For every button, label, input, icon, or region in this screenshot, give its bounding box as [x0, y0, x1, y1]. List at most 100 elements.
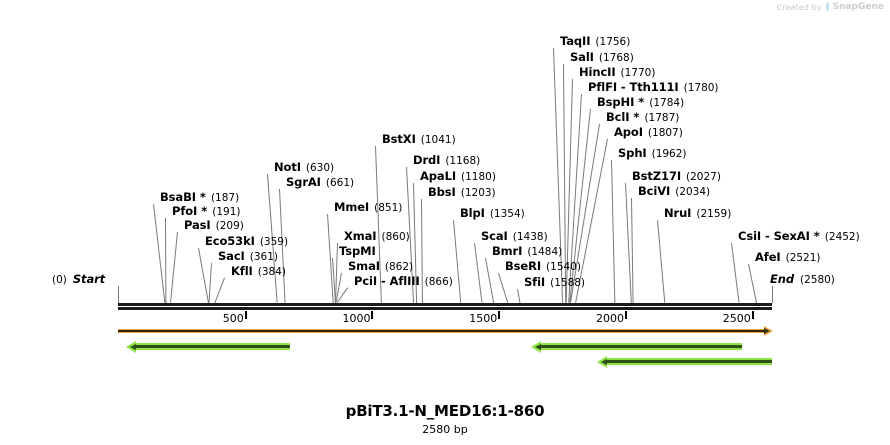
- enzyme-position: (1756): [595, 36, 631, 48]
- enzyme-position: (862): [384, 261, 414, 273]
- enzyme-label-bstz17i[interactable]: BstZ17I (2027): [632, 169, 721, 183]
- enzyme-label-pcii-afliii[interactable]: PciI - AflIII (866): [354, 274, 453, 288]
- end-label: End: [770, 272, 794, 286]
- start-terminus-label[interactable]: (0) Start: [52, 273, 105, 286]
- enzyme-label-sfii[interactable]: SfiI (1588): [524, 276, 585, 289]
- enzyme-name: ScaI: [481, 229, 508, 243]
- enzyme-name: PflFI - Tth111I: [588, 80, 679, 94]
- enzyme-label-sphi[interactable]: SphI (1962): [618, 146, 687, 160]
- enzyme-label-tspmi[interactable]: TspMI: [339, 245, 376, 257]
- watermark-created-label: Created by: [776, 2, 822, 12]
- enzyme-position: (1041): [420, 134, 456, 146]
- enzyme-position: (1787): [644, 112, 680, 124]
- enzyme-label-bsphi[interactable]: BspHI * (1784): [597, 96, 684, 109]
- green-feature-core: [607, 360, 772, 363]
- enzyme-label-csii-sexai[interactable]: CsiI - SexAI * (2452): [738, 229, 860, 243]
- enzyme-label-scai[interactable]: ScaI (1438): [481, 229, 548, 243]
- enzyme-leader-line: [453, 220, 462, 304]
- start-leader-line: [118, 286, 119, 303]
- enzyme-label-saci[interactable]: SacI (361): [218, 249, 278, 263]
- enzyme-label-sgrai[interactable]: SgrAI (661): [286, 175, 354, 189]
- enzyme-leader-line: [169, 231, 178, 303]
- enzyme-name: PfoI: [172, 204, 198, 218]
- end-terminus-label[interactable]: End (2580): [770, 272, 835, 286]
- enzyme-label-smai[interactable]: SmaI (862): [348, 260, 414, 273]
- title-block: pBiT3.1-N_MED16:1-860 2580 bp: [0, 402, 890, 436]
- enzyme-label-bstxi[interactable]: BstXI (1041): [382, 133, 456, 146]
- enzyme-leader-line: [631, 198, 634, 304]
- snapgene-leaf-icon: [825, 2, 830, 12]
- enzyme-leader-line: [165, 218, 167, 304]
- enzyme-label-bcli[interactable]: BclI * (1787): [606, 111, 680, 124]
- enzyme-label-drdi[interactable]: DrdI (1168): [413, 153, 481, 167]
- enzyme-label-noti[interactable]: NotI (630): [274, 161, 334, 174]
- enzyme-label-blpi[interactable]: BlpI (1354): [460, 207, 525, 220]
- enzyme-position: (2521): [785, 252, 821, 264]
- enzyme-label-bbsi[interactable]: BbsI (1203): [428, 185, 496, 199]
- ruler-tick-label: 2000: [595, 312, 624, 325]
- enzyme-label-kfli[interactable]: KflI (384): [231, 265, 286, 278]
- enzyme-leader-line: [657, 220, 666, 304]
- enzyme-leader-line: [208, 262, 212, 303]
- enzyme-label-hincii[interactable]: HincII (1770): [579, 65, 655, 79]
- enzyme-name: PasI: [184, 218, 211, 232]
- enzyme-label-eco53ki[interactable]: Eco53kI (359): [205, 235, 288, 248]
- enzyme-name: MmeI: [334, 200, 370, 214]
- enzyme-leader-line: [153, 204, 166, 304]
- enzyme-label-sali[interactable]: SalI (1768): [570, 51, 634, 64]
- ruler-bar-top: [118, 303, 772, 306]
- enzyme-position: (1780): [683, 82, 719, 94]
- enzyme-position: (851): [374, 202, 403, 214]
- enzyme-position: (191): [212, 206, 241, 218]
- ruler-tick-mark: [498, 311, 501, 319]
- enzyme-label-pasi[interactable]: PasI (209): [184, 218, 244, 232]
- enzyme-star-marker: *: [809, 229, 820, 243]
- enzyme-label-apoi[interactable]: ApoI (1807): [614, 126, 683, 139]
- watermark-brand-label: SnapGene: [832, 2, 884, 12]
- enzyme-name: BsaBI: [160, 190, 196, 204]
- ruler-bar-bottom: [118, 307, 772, 310]
- enzyme-name: BbsI: [428, 185, 456, 199]
- ruler-tick-mark: [751, 311, 754, 319]
- enzyme-leader-line: [611, 160, 616, 304]
- enzyme-position: (1180): [461, 171, 496, 183]
- enzyme-name: SacI: [218, 249, 245, 263]
- enzyme-position: (1168): [445, 155, 481, 167]
- enzyme-label-mmei[interactable]: MmeI (851): [334, 200, 403, 214]
- enzyme-name: HincII: [579, 65, 616, 79]
- enzyme-label-bcivi[interactable]: BciVI (2034): [638, 185, 710, 198]
- enzyme-position: (860): [381, 231, 410, 243]
- enzyme-name: BstZ17I: [632, 169, 682, 183]
- enzyme-leader-line: [748, 264, 758, 304]
- enzyme-name: DrdI: [413, 153, 441, 167]
- enzyme-position: (1962): [651, 148, 687, 160]
- enzyme-position: (1807): [647, 127, 683, 139]
- backbone-feature-core: [118, 330, 764, 332]
- enzyme-label-pflfi-tth111i[interactable]: PflFI - Tth111I (1780): [588, 80, 719, 94]
- enzyme-label-apali[interactable]: ApaLI (1180): [420, 170, 496, 183]
- enzyme-name: SgrAI: [286, 175, 321, 189]
- enzyme-position: (2159): [696, 208, 732, 220]
- enzyme-position: (1540): [546, 261, 581, 273]
- enzyme-name: PciI - AflIII: [354, 274, 420, 288]
- ruler-tick-label: 2500: [722, 312, 751, 325]
- enzyme-label-nrui[interactable]: NruI (2159): [664, 206, 732, 220]
- enzyme-position: (209): [215, 220, 244, 232]
- enzyme-leader-line: [517, 289, 521, 304]
- green-feature-core: [541, 345, 742, 348]
- enzyme-label-xmai[interactable]: XmaI (860): [344, 230, 410, 243]
- enzyme-label-bmri[interactable]: BmrI (1484): [492, 244, 562, 258]
- enzyme-label-pfoi[interactable]: PfoI * (191): [172, 204, 241, 218]
- enzyme-label-bsabi[interactable]: BsaBI * (187): [160, 190, 239, 204]
- enzyme-label-afei[interactable]: AfeI (2521): [755, 251, 821, 264]
- end-position: (2580): [799, 274, 835, 286]
- enzyme-name: BmrI: [492, 244, 523, 258]
- enzyme-leader-line: [214, 277, 225, 303]
- enzyme-name: NruI: [664, 206, 692, 220]
- enzyme-name: SphI: [618, 146, 647, 160]
- green-feature-arrowhead-core: [129, 344, 136, 350]
- enzyme-label-taqii[interactable]: TaqII (1756): [560, 35, 631, 48]
- enzyme-label-bseri[interactable]: BseRI (1540): [505, 260, 581, 273]
- snapgene-watermark: Created by SnapGene: [777, 2, 884, 12]
- ruler-tick-mark: [624, 311, 627, 319]
